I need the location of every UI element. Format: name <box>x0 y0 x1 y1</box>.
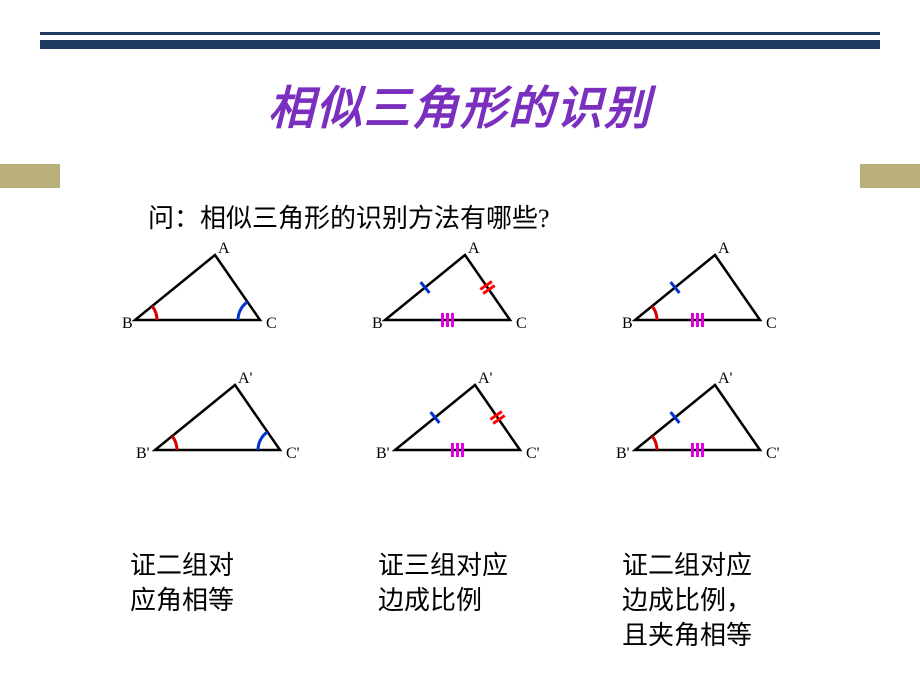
accent-bar-right <box>860 164 920 188</box>
svg-text:C': C' <box>526 445 540 462</box>
caption-3: 证二组对应边成比例，且夹角相等 <box>622 548 752 653</box>
svg-text:A: A <box>218 240 230 257</box>
svg-text:A: A <box>468 240 480 257</box>
triangle-2: ABC <box>380 250 550 350</box>
triangle-3: ABC <box>630 250 800 350</box>
top-rule-thick <box>40 40 880 49</box>
svg-text:C': C' <box>286 445 300 462</box>
diagram-area: ABCABCABCA'B'C'A'B'C'A'B'C' <box>120 240 860 520</box>
svg-text:C: C <box>516 315 527 332</box>
svg-text:B: B <box>622 315 633 332</box>
svg-text:B': B' <box>376 445 390 462</box>
svg-text:B': B' <box>616 445 630 462</box>
caption-2: 证三组对应边成比例 <box>378 548 508 618</box>
svg-text:A': A' <box>718 370 733 387</box>
triangle-4: A'B'C' <box>150 380 320 480</box>
top-rule-thin <box>40 32 880 35</box>
triangle-1: ABC <box>130 250 300 350</box>
svg-text:B: B <box>122 315 133 332</box>
svg-text:B': B' <box>136 445 150 462</box>
svg-text:A': A' <box>238 370 253 387</box>
svg-text:C': C' <box>766 445 780 462</box>
svg-text:A': A' <box>478 370 493 387</box>
svg-text:C: C <box>766 315 777 332</box>
question-text: 问：相似三角形的识别方法有哪些? <box>148 198 550 235</box>
caption-1: 证二组对应角相等 <box>130 548 234 618</box>
triangle-6: A'B'C' <box>630 380 800 480</box>
svg-text:B: B <box>372 315 383 332</box>
accent-bar-left <box>0 164 60 188</box>
page-title: 相似三角形的识别 <box>0 72 920 138</box>
svg-text:A: A <box>718 240 730 257</box>
svg-text:C: C <box>266 315 277 332</box>
triangle-5: A'B'C' <box>390 380 560 480</box>
